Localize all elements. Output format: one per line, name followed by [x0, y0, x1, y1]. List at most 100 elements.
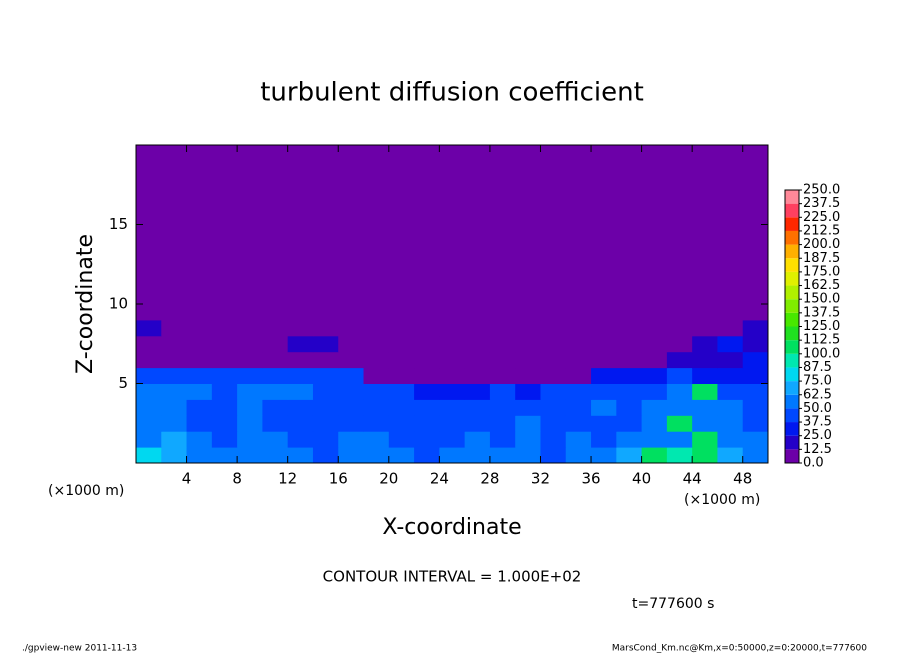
heat-cell [161, 399, 188, 416]
x-tick-label: 32 [531, 470, 550, 488]
heat-cell [565, 351, 592, 369]
heat-cell [616, 319, 643, 337]
heat-cell [742, 335, 769, 353]
heat-cell [439, 383, 466, 400]
heat-cell [414, 399, 440, 416]
heat-cell [237, 447, 263, 464]
heat-cell [439, 431, 466, 448]
heat-cell [489, 415, 516, 432]
heat-cell [237, 351, 263, 369]
heat-cell [616, 383, 643, 400]
colorbar-label: 125.0 [803, 319, 840, 334]
heat-cell [186, 319, 213, 337]
x-tick-label: 4 [182, 470, 192, 488]
colorbar-swatch [785, 230, 799, 245]
heat-cell [439, 145, 466, 305]
heat-cell [186, 447, 213, 464]
heat-cell [591, 415, 617, 432]
heat-cell [388, 447, 415, 464]
heat-cell [692, 145, 718, 305]
heat-cell [262, 351, 289, 369]
heat-cell [616, 351, 643, 369]
heat-cell [414, 145, 440, 305]
heat-cell [439, 447, 466, 464]
heat-cell [742, 383, 769, 400]
footer-right: MarsCond_Km.nc@Km,x=0:50000,z=0:20000,t=… [612, 644, 867, 654]
heat-cell [742, 319, 769, 337]
heat-cell [312, 351, 339, 369]
heat-cell [515, 431, 541, 448]
heat-cell [717, 145, 744, 305]
heat-cell [591, 351, 617, 369]
heat-cell [186, 351, 213, 369]
heat-cell [161, 319, 188, 337]
heat-cell [565, 431, 592, 448]
heat-cell [717, 319, 744, 337]
heat-cell [616, 367, 643, 384]
heat-cell [262, 447, 289, 464]
x-tick-label: 48 [733, 470, 752, 488]
colorbar-swatch [785, 271, 799, 286]
heat-cell [388, 383, 415, 400]
colorbar-swatch [785, 285, 799, 300]
colorbar-label: 200.0 [803, 237, 840, 252]
heat-cell [414, 319, 440, 337]
heat-cell [742, 447, 769, 464]
heat-cell [489, 431, 516, 448]
heat-cell [414, 383, 440, 400]
heat-cell [338, 431, 365, 448]
heat-cell [540, 335, 567, 353]
heat-cell [211, 145, 238, 305]
x-tick-label: 40 [632, 470, 651, 488]
heat-cell [414, 367, 440, 384]
colorbar-swatch [785, 312, 799, 327]
heat-cell [186, 431, 213, 448]
heat-cell [540, 399, 567, 416]
heat-cell [287, 447, 314, 464]
heat-cell [616, 431, 643, 448]
heat-cell [591, 431, 617, 448]
heat-cell [591, 367, 617, 384]
heat-cell [515, 319, 541, 337]
colorbar-swatch [785, 340, 799, 354]
heat-cell [489, 383, 516, 400]
colorbar-label: 75.0 [803, 374, 832, 389]
heat-cell [312, 431, 339, 448]
heat-cell [464, 351, 491, 369]
heat-cell [439, 367, 466, 384]
heat-cell [464, 319, 491, 337]
heat-cell [414, 351, 440, 369]
colorbar-swatch [785, 367, 799, 382]
y-tick-label: 5 [118, 374, 128, 392]
colorbar-label: 175.0 [803, 264, 840, 279]
heat-cell [616, 335, 643, 353]
colorbar-label: 100.0 [803, 346, 840, 361]
heat-cell [717, 399, 744, 416]
heat-cell [717, 304, 744, 321]
heat-cell [515, 335, 541, 353]
heat-cell [591, 145, 617, 305]
heat-cell [312, 399, 339, 416]
heat-cell [464, 367, 491, 384]
heat-cell [262, 367, 289, 384]
heat-cell [565, 383, 592, 400]
heat-cell [338, 415, 365, 432]
heat-cell [692, 399, 718, 416]
colorbar-label: 112.5 [803, 333, 840, 348]
heat-cell [312, 383, 339, 400]
colorbar-label: 37.5 [803, 415, 832, 430]
heat-cell [692, 415, 718, 432]
heat-cell [262, 431, 289, 448]
heat-cell [540, 351, 567, 369]
heat-cell [287, 145, 314, 305]
x-tick-label: 12 [278, 470, 297, 488]
heat-cell [565, 145, 592, 305]
heat-cell [161, 415, 188, 432]
heat-cell [515, 367, 541, 384]
heat-cell [591, 399, 617, 416]
heat-cell [464, 399, 491, 416]
heat-cell [666, 351, 693, 369]
heat-cell [312, 304, 339, 321]
heat-cell [666, 399, 693, 416]
heat-cell [641, 351, 668, 369]
